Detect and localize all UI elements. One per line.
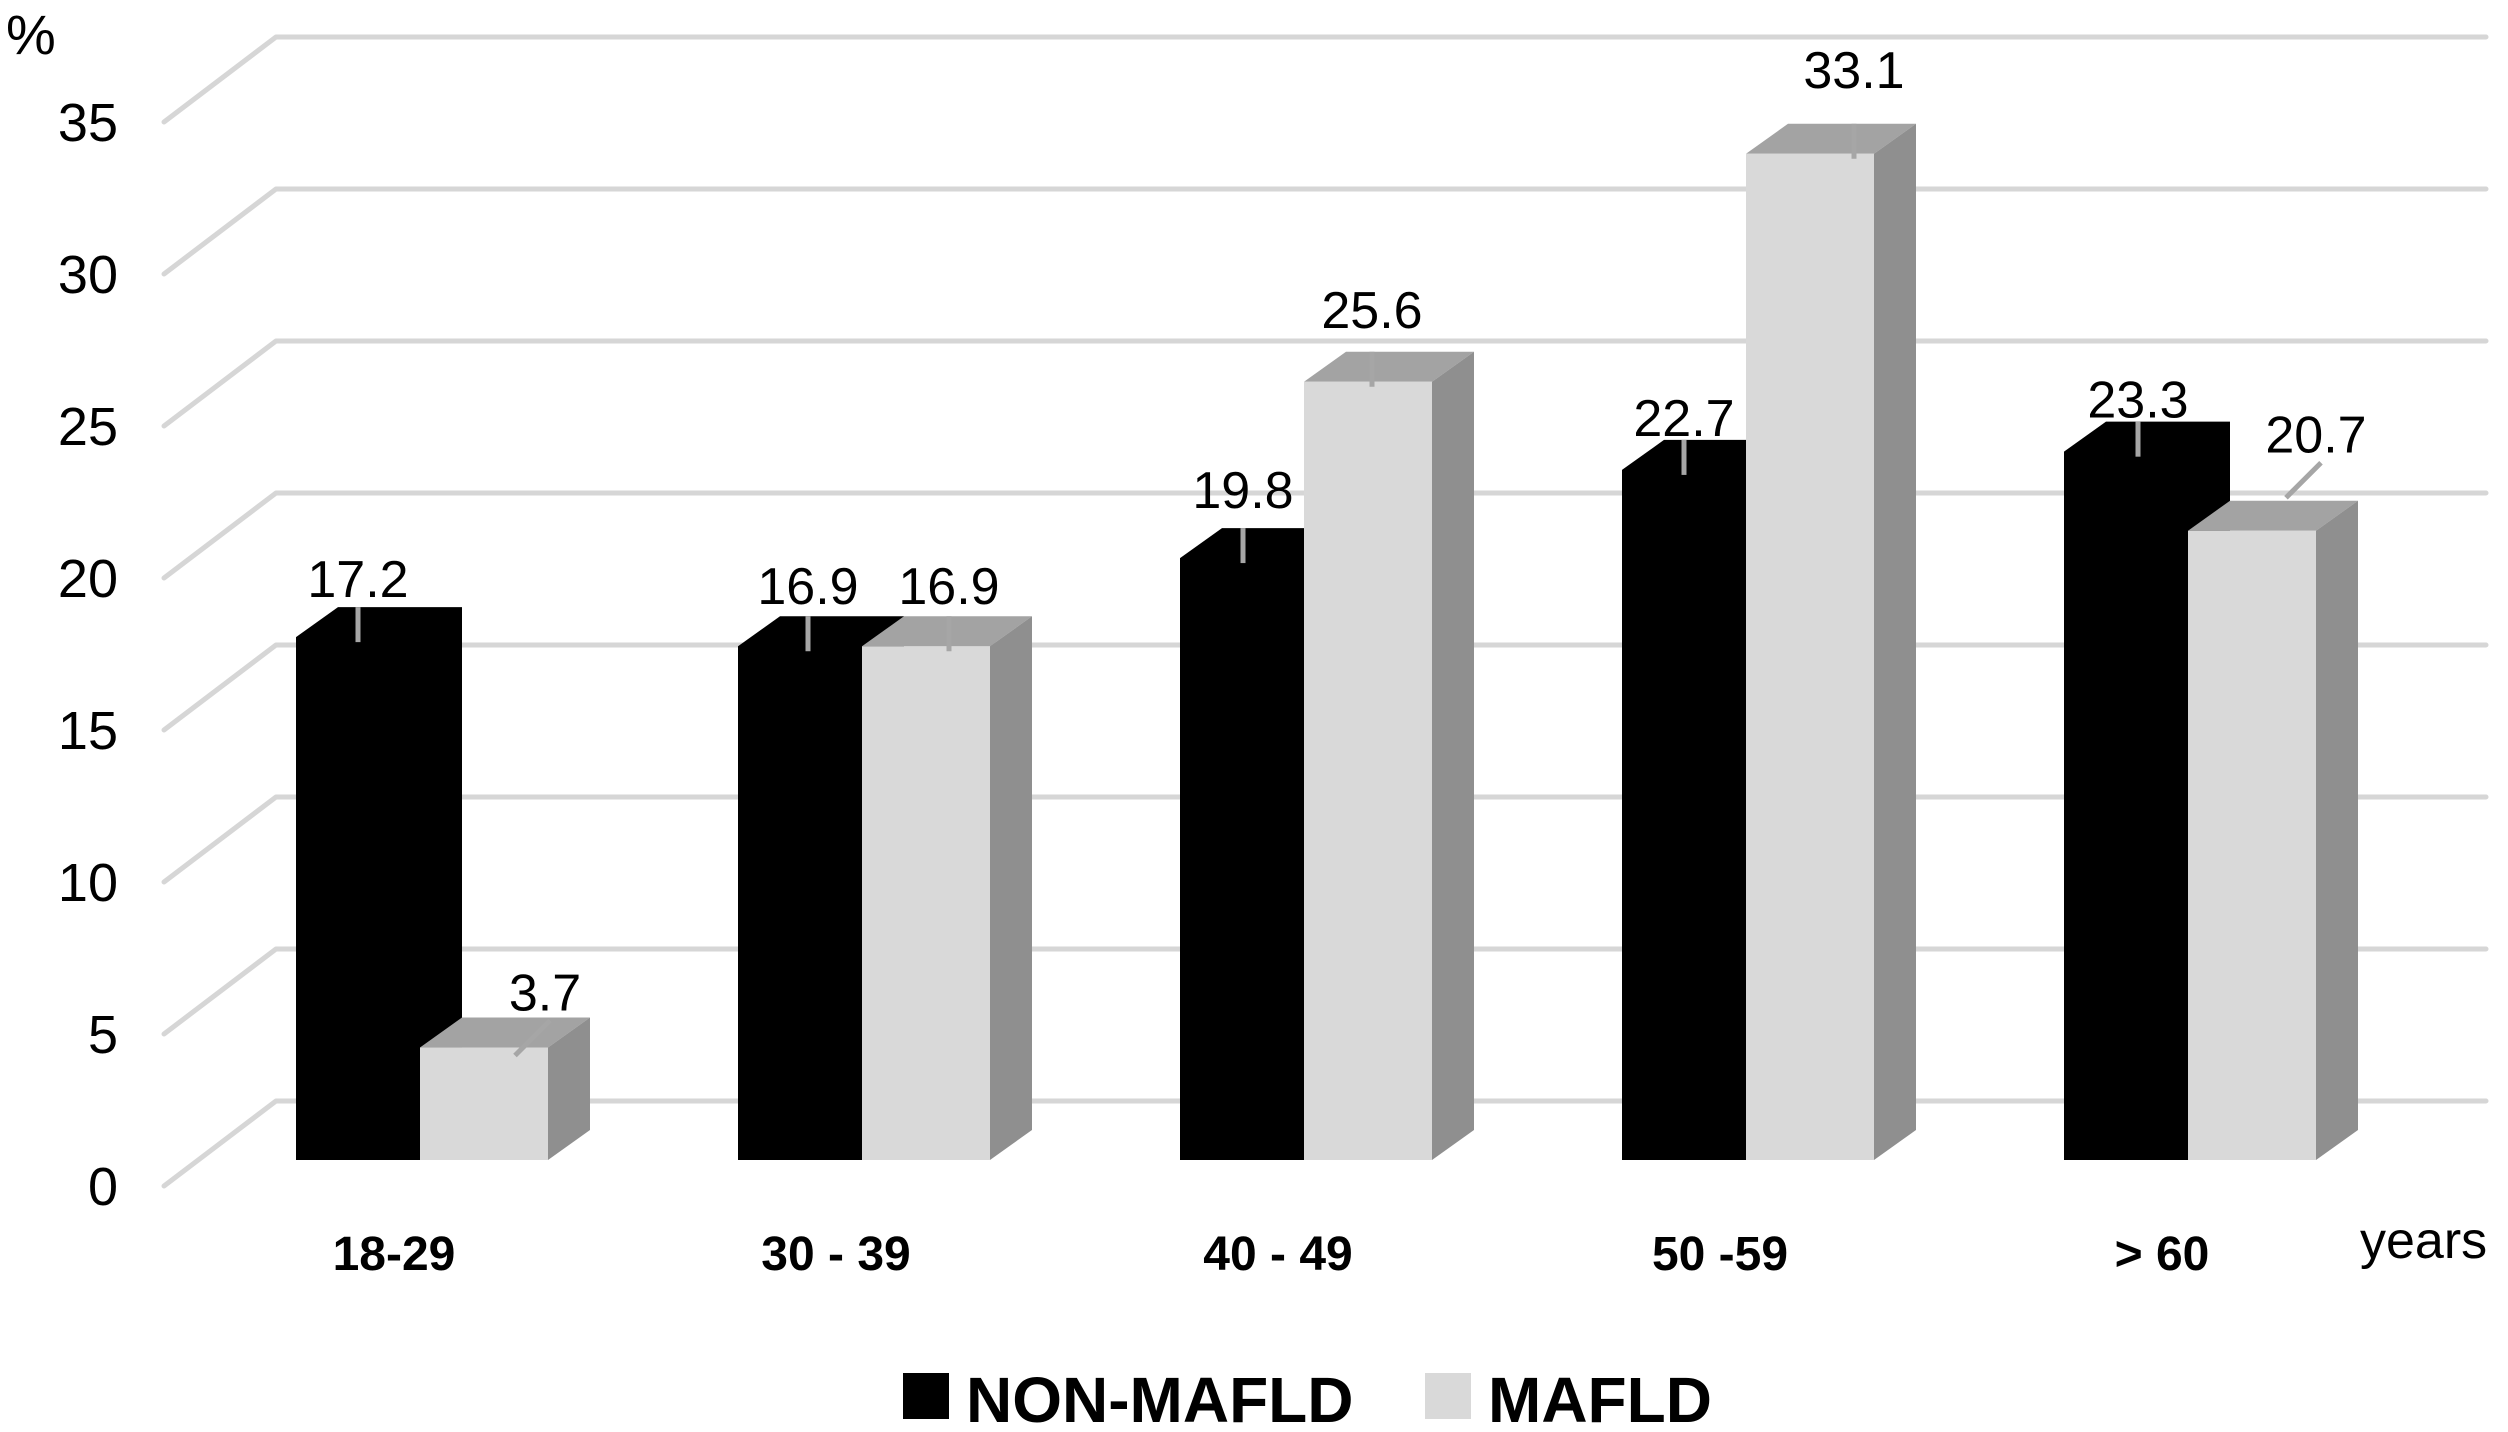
bar-top-face (1746, 123, 1916, 154)
data-label-mafld-30-39: 16.9 (898, 558, 999, 616)
y-tick-label-10: 10 (58, 853, 118, 913)
bar-mafld-gt-60 (2188, 500, 2358, 1161)
x-category-label-50-59: 50 -59 (1652, 1228, 1788, 1281)
bar-mafld-40-49 (1304, 351, 1474, 1160)
gridlines (161, 34, 2489, 1189)
leader-mafld-18-29 (513, 1018, 552, 1058)
bar-side-face (1874, 123, 1916, 1160)
legend-swatch-non-mafld (903, 1373, 949, 1419)
data-label-non-mafld-50-59: 22.7 (1633, 390, 1734, 448)
y-tick-label-20: 20 (58, 549, 118, 609)
bar-side-face (548, 1017, 590, 1160)
bar-side-face (2316, 500, 2358, 1161)
bar-front-face (1304, 381, 1432, 1160)
data-label-mafld-gt-60: 20.7 (2265, 407, 2366, 465)
data-label-mafld-18-29: 3.7 (509, 965, 581, 1023)
bar-front-face (1746, 153, 1874, 1160)
data-label-non-mafld-40-49: 19.8 (1192, 462, 1293, 520)
bar-side-face (990, 616, 1032, 1160)
x-category-label-40-49: 40 - 49 (1203, 1228, 1352, 1281)
y-tick-label-30: 30 (58, 245, 118, 305)
gridline-30 (161, 186, 2489, 277)
legend-swatch-mafld (1425, 1373, 1471, 1419)
x-category-label-18-29: 18-29 (333, 1228, 456, 1281)
data-label-non-mafld-30-39: 16.9 (757, 558, 858, 616)
data-label-non-mafld-18-29: 17.2 (307, 551, 408, 609)
bar-top-face (1304, 351, 1474, 382)
gridline-35 (161, 34, 2489, 125)
data-labels: 17.2 16.9 19.8 22.7 23.3 3.7 16.9 25.6 33.1 20.7 (307, 42, 2366, 1023)
data-label-non-mafld-gt-60: 23.3 (2087, 372, 2188, 430)
data-label-mafld-50-59: 33.1 (1803, 42, 1904, 100)
bar-side-face (1432, 351, 1474, 1160)
leader-mafld-gt-60 (2284, 460, 2323, 500)
bar-front-face (2188, 530, 2316, 1160)
x-axis-category-labels: 18-29 30 - 39 40 - 49 50 -59 > 60 (333, 1228, 2210, 1281)
bar-mafld-18-29 (420, 1017, 590, 1160)
bar-non-mafld-18-29 (296, 607, 462, 1160)
y-tick-label-5: 5 (88, 1005, 118, 1065)
legend: NON-MAFLD MAFLD (903, 1364, 1712, 1432)
data-label-mafld-40-49: 25.6 (1321, 282, 1422, 340)
legend-item-mafld: MAFLD (1425, 1364, 1712, 1432)
y-axis-tick-labels: 0 5 10 15 20 25 30 35 (58, 93, 118, 1217)
x-category-label-30-39: 30 - 39 (761, 1228, 910, 1281)
y-axis-unit-label: % (6, 3, 56, 66)
y-tick-label-0: 0 (88, 1157, 118, 1217)
bars (296, 123, 2358, 1161)
bar-front-face (420, 1047, 548, 1160)
x-axis-unit-label: years (2360, 1212, 2487, 1270)
y-tick-label-15: 15 (58, 701, 118, 761)
y-tick-label-35: 35 (58, 93, 118, 153)
bar-top-face (2188, 500, 2358, 531)
legend-label-mafld: MAFLD (1488, 1364, 1712, 1432)
x-category-label-gt-60: > 60 (2115, 1228, 2210, 1281)
bar-mafld-50-59 (1746, 123, 1916, 1160)
legend-label-non-mafld: NON-MAFLD (966, 1364, 1353, 1432)
bar-front-face (862, 646, 990, 1160)
legend-item-non-mafld: NON-MAFLD (903, 1364, 1353, 1432)
y-tick-label-25: 25 (58, 397, 118, 457)
data-label-leader-ticks (355, 123, 2323, 1058)
bar-mafld-30-39 (862, 616, 1032, 1160)
